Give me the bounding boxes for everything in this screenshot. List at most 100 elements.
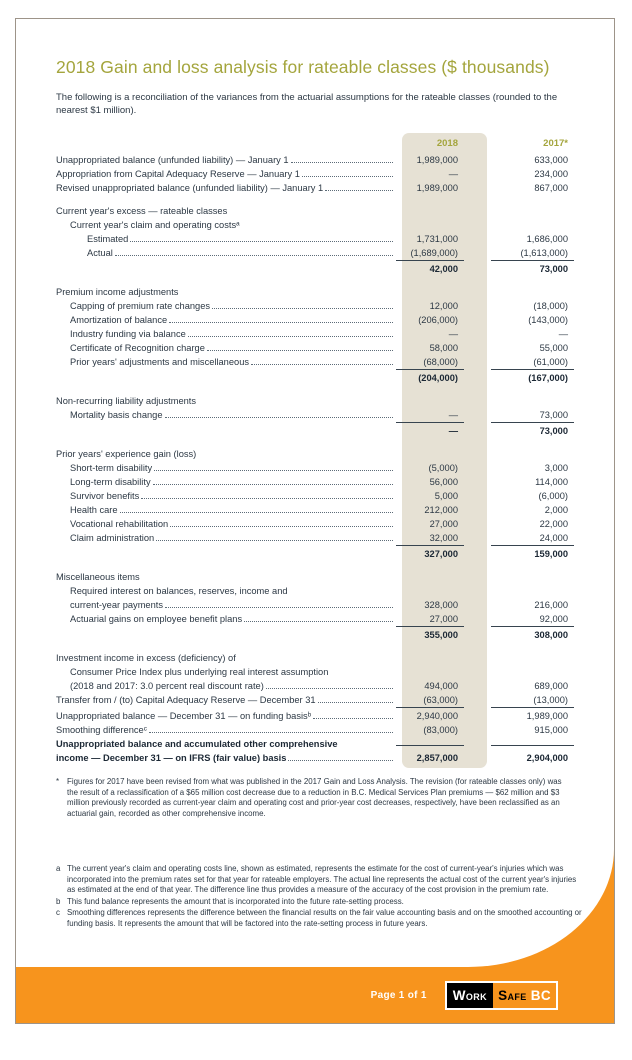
footnote-marker: c bbox=[56, 908, 60, 918]
table-row: 355,000 308,000 bbox=[56, 626, 574, 642]
row-label: Required interest on balances, reserves,… bbox=[70, 586, 288, 596]
row-label: Amortization of balance bbox=[56, 313, 396, 327]
value-2018: 42,000 bbox=[396, 260, 464, 276]
footnote-item: b This fund balance represents the amount… bbox=[56, 897, 583, 908]
row-label: Unappropriated balance (unfunded liabili… bbox=[56, 153, 396, 167]
dotted-leader bbox=[288, 749, 393, 761]
value-2018: (83,000) bbox=[423, 725, 458, 735]
value-2017: 915,000 bbox=[534, 725, 568, 735]
footnote-text: Smoothing differences represents the dif… bbox=[67, 908, 582, 928]
value-2017: (167,000) bbox=[491, 369, 574, 385]
value-2017: (1,613,000) bbox=[520, 248, 568, 258]
logo-safebc-segment: Safe BC bbox=[493, 982, 556, 1008]
table-header-row: 2018 2017* bbox=[56, 137, 574, 151]
value-2017: 1,686,000 bbox=[526, 234, 568, 244]
row-label: Smoothing differenceᶜ bbox=[56, 723, 396, 737]
value-2017: 867,000 bbox=[534, 183, 568, 193]
value-2017: 114,000 bbox=[535, 477, 568, 487]
table-row: Mortality basis change — 73,000 bbox=[56, 408, 574, 422]
dotted-leader bbox=[130, 230, 393, 242]
table-row: Unappropriated balance (unfunded liabili… bbox=[56, 153, 574, 167]
dotted-leader bbox=[244, 610, 393, 622]
table-row: Actuarial gains on employee benefit plan… bbox=[56, 612, 574, 626]
value-2017: 22,000 bbox=[539, 519, 568, 529]
column-header-2017: 2017* bbox=[543, 138, 568, 149]
row-label: Actuarial gains on employee benefit plan… bbox=[56, 612, 396, 626]
table-row: Appropriation from Capital Adequacy Rese… bbox=[56, 167, 574, 181]
value-2017: 2,000 bbox=[544, 505, 568, 515]
value-2018: (63,000) bbox=[423, 695, 458, 705]
value-2018: — bbox=[448, 410, 458, 420]
footnote-star: * Figures for 2017 have been revised fro… bbox=[56, 777, 574, 819]
dotted-leader bbox=[154, 459, 393, 471]
value-2018: (5,000) bbox=[428, 463, 458, 473]
table-row: (204,000) (167,000) bbox=[56, 369, 574, 385]
value-2017: 73,000 bbox=[491, 422, 574, 438]
value-2018: 27,000 bbox=[429, 519, 458, 529]
value-2017: 24,000 bbox=[539, 533, 568, 543]
page-number-label: Page 1 of 1 bbox=[370, 989, 427, 1001]
dotted-leader bbox=[141, 487, 393, 499]
value-2017: (13,000) bbox=[533, 695, 568, 705]
value-2018: (68,000) bbox=[423, 357, 458, 367]
value-2018: 212,000 bbox=[424, 505, 458, 515]
table-row: Current year's excess — rateable classes bbox=[56, 204, 574, 218]
table-row: Industry funding via balance — — bbox=[56, 327, 574, 341]
value-2017: 633,000 bbox=[534, 155, 568, 165]
row-label: Current year's claim and operating costs… bbox=[70, 220, 240, 230]
table-row: 327,000 159,000 bbox=[56, 545, 574, 561]
row-label: Capping of premium rate changes bbox=[56, 299, 396, 313]
table-row: Estimated 1,731,000 1,686,000 bbox=[56, 232, 574, 246]
table-row: Health care 212,000 2,000 bbox=[56, 503, 574, 517]
row-label: Unappropriated balance — December 31 — o… bbox=[56, 709, 396, 723]
dotted-leader bbox=[169, 311, 393, 323]
table-row: Unappropriated balance and accumulated o… bbox=[56, 737, 574, 751]
dotted-leader bbox=[265, 677, 393, 689]
table-row: Consumer Price Index plus underlying rea… bbox=[56, 665, 574, 679]
value-2017: (18,000) bbox=[533, 301, 568, 311]
logo-work-segment: Work bbox=[446, 982, 494, 1008]
value-2017: 216,000 bbox=[534, 600, 568, 610]
row-label: Industry funding via balance bbox=[56, 327, 396, 341]
value-2018: — bbox=[448, 169, 458, 179]
value-2017: 3,000 bbox=[544, 463, 568, 473]
page-content: 2018 Gain and loss analysis for rateable… bbox=[16, 19, 614, 819]
dotted-leader bbox=[164, 406, 393, 418]
footnote-marker: b bbox=[56, 896, 61, 906]
table-row: Required interest on balances, reserves,… bbox=[56, 584, 574, 598]
row-label: Survivor benefits bbox=[56, 489, 396, 503]
highlight-column-2018 bbox=[402, 133, 487, 768]
value-2018: — bbox=[448, 329, 458, 339]
row-label: Unappropriated balance and accumulated o… bbox=[56, 739, 338, 749]
table-row: Survivor benefits 5,000 (6,000) bbox=[56, 489, 574, 503]
orange-swoosh bbox=[468, 849, 614, 967]
table-row: Long-term disability 56,000 114,000 bbox=[56, 475, 574, 489]
row-label: current-year payments bbox=[56, 598, 396, 612]
value-2018: 5,000 bbox=[434, 491, 458, 501]
row-label: Premium income adjustments bbox=[56, 287, 179, 297]
footnote-star-text: Figures for 2017 have been revised from … bbox=[67, 777, 562, 818]
row-label: Prior years' adjustments and miscellaneo… bbox=[56, 355, 396, 369]
footnotes-list: a The current year's claim and operating … bbox=[56, 864, 583, 931]
table-row: Vocational rehabilitation 27,000 22,000 bbox=[56, 517, 574, 531]
logo-bc-text: BC bbox=[530, 987, 551, 1003]
value-2018: — bbox=[396, 422, 464, 438]
table-row: Premium income adjustments bbox=[56, 285, 574, 299]
value-2017: 1,989,000 bbox=[491, 707, 574, 723]
footnote-text: The current year's claim and operating c… bbox=[67, 864, 577, 895]
dotted-leader bbox=[152, 473, 393, 485]
row-label: Miscellaneous items bbox=[56, 572, 140, 582]
row-label: Mortality basis change bbox=[56, 408, 396, 422]
value-2018: 494,000 bbox=[424, 681, 458, 691]
row-label: Non-recurring liability adjustments bbox=[56, 396, 197, 406]
value-2018: 2,940,000 bbox=[396, 707, 464, 723]
table-row: Investment income in excess (deficiency)… bbox=[56, 651, 574, 665]
dotted-leader bbox=[170, 515, 393, 527]
value-2017: 73,000 bbox=[539, 410, 568, 420]
value-2017: (6,000) bbox=[538, 491, 568, 501]
row-label: Transfer from / (to) Capital Adequacy Re… bbox=[56, 693, 396, 707]
dotted-leader bbox=[317, 691, 393, 703]
table-row: Prior years' adjustments and miscellaneo… bbox=[56, 355, 574, 369]
value-2017: (61,000) bbox=[533, 357, 568, 367]
row-label: Estimated bbox=[56, 232, 396, 246]
